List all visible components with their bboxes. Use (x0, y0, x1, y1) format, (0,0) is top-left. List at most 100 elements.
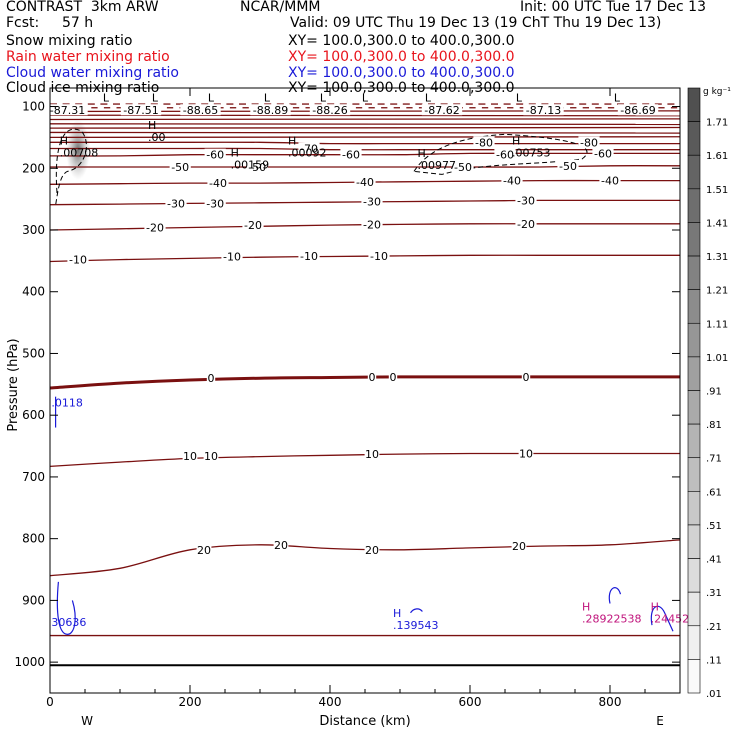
colorbar-label: 1.41 (706, 218, 728, 229)
temperature-label-bg (515, 194, 537, 206)
minimum-value-label: -87.62 (424, 104, 459, 117)
cloud-water-contour-center (410, 608, 423, 614)
colorbar: 1.71 1.61 1.51 1.41 1.31 1.21 1.11 1.01 .91 .81 .7… (687, 87, 731, 700)
temperature-label: 0 (208, 372, 215, 385)
temperature-label-bg (196, 543, 212, 555)
y-tick-label: 100 (22, 100, 45, 114)
colorbar-label: 1.01 (706, 353, 728, 364)
minimum-value-label: -88.65 (183, 104, 218, 117)
colorbar-swatch (687, 222, 701, 257)
temperature-contour--60 (49, 152, 680, 157)
y-tick-label: 700 (22, 470, 45, 484)
temperature-label: -20 (363, 218, 381, 231)
temperature-label: 10 (519, 447, 533, 460)
colorbar-swatch (687, 457, 701, 492)
forecast-hour: 57 h (62, 15, 94, 31)
x-tick-label: 200 (179, 695, 202, 709)
minimum-value-label-bg (309, 104, 351, 116)
temperature-label-bg (364, 543, 380, 555)
temperature-label-bg (599, 174, 621, 186)
field-xy-cloud-ice: XY= 100.0,300.0 to 400.0,300.0 (288, 80, 515, 96)
y-tick-label: 600 (22, 408, 45, 422)
maximum-marker: H (393, 607, 401, 620)
temperature-label-bg (494, 148, 516, 160)
colorbar-swatch (687, 356, 701, 391)
colorbar-swatch (687, 558, 701, 593)
temperature-label-bg (298, 142, 320, 154)
minimum-value-label: -87.13 (526, 104, 561, 117)
water-maximum-value: .0118 (51, 397, 83, 410)
temperature-label-bg (273, 538, 289, 550)
temperature-label: 10 (365, 448, 379, 461)
field-xy-rain: XY= 100.0,300.0 to 400.0,300.0 (288, 49, 515, 65)
water-maximum-value: .28922538 (582, 613, 642, 626)
upper-contour (49, 114, 681, 117)
colorbar-swatch (687, 591, 701, 627)
temperature-label: -20 (244, 219, 262, 232)
x-axis-title: Distance (km) (319, 714, 410, 729)
water-maximum-value: 30636 (51, 616, 86, 629)
temperature-label: 0 (390, 371, 397, 384)
east-label: E (656, 714, 664, 728)
colorbar-label: .91 (706, 387, 722, 398)
maximum-marker: H (512, 135, 520, 148)
upper-contour (49, 126, 681, 129)
ice-maximum-value: .00708 (60, 147, 99, 160)
model-title: CONTRAST 3km ARW (6, 0, 159, 15)
y-axis-title: Pressure (hPa) (6, 338, 21, 431)
colorbar-swatch (687, 625, 701, 660)
minimum-value-label-bg (250, 104, 291, 116)
minimum-value-label: -86.69 (620, 104, 655, 117)
temperature-label-bg (452, 161, 474, 173)
x-tick-label: 800 (599, 695, 622, 709)
temperature-label: -50 (559, 160, 577, 173)
maximum-marker: H (231, 146, 239, 159)
upper-contour (49, 136, 681, 139)
colorbar-label: .61 (706, 487, 722, 498)
temperature-label: -30 (363, 196, 381, 209)
temperature-label-bg (67, 253, 89, 265)
minimum-value-label-bg (47, 104, 88, 116)
temperature-label: -30 (517, 194, 535, 207)
temperature-contour--10 (49, 254, 680, 263)
y-tick-label: 500 (22, 346, 45, 360)
temperature-label-bg (473, 136, 495, 148)
temperature-contour--70 (50, 147, 680, 151)
temperature-label: 0 (523, 371, 530, 384)
minimum-marker: L (264, 92, 271, 105)
x-tick-label: 0 (46, 695, 54, 709)
colorbar-label: .21 (706, 622, 722, 633)
temperature-label: -10 (223, 251, 241, 264)
temperature-label: -60 (594, 147, 612, 160)
colorbar-label: 1.21 (706, 286, 728, 297)
colorbar-unit: g kg⁻¹ (703, 87, 731, 97)
colorbar-swatch (687, 390, 701, 425)
y-tick-label: 800 (22, 532, 45, 546)
y-tick-label: 300 (22, 223, 45, 237)
cloud-water-contour-west (56, 581, 76, 635)
temperature-label-bg (204, 197, 226, 209)
maximum-marker: H (418, 147, 426, 160)
temperature-label-bg (518, 447, 534, 459)
temperature-label-bg (511, 540, 527, 552)
minimum-value-label: -87.51 (123, 104, 158, 117)
temperature-label-bg (388, 370, 398, 382)
temperature-label-bg (367, 370, 377, 382)
temperature-label-bg (242, 219, 264, 231)
temperature-label: -80 (580, 136, 598, 149)
colorbar-label: 1.61 (706, 151, 728, 162)
temperature-label: 0 (369, 371, 376, 384)
maximum-marker: H (288, 135, 296, 148)
temperature-label: 10 (183, 450, 197, 463)
west-label: W (81, 714, 93, 728)
minimum-marker: L (425, 92, 432, 105)
minimum-marker: L (208, 92, 215, 105)
colorbar-swatch (687, 491, 701, 526)
temperature-label-bg (592, 147, 614, 159)
temperature-label: -20 (517, 218, 535, 231)
colorbar-label: .71 (706, 454, 722, 465)
upper-contour (49, 131, 681, 134)
water-maximum-value: .139543 (393, 619, 439, 632)
y-tick-label: 900 (22, 593, 45, 607)
